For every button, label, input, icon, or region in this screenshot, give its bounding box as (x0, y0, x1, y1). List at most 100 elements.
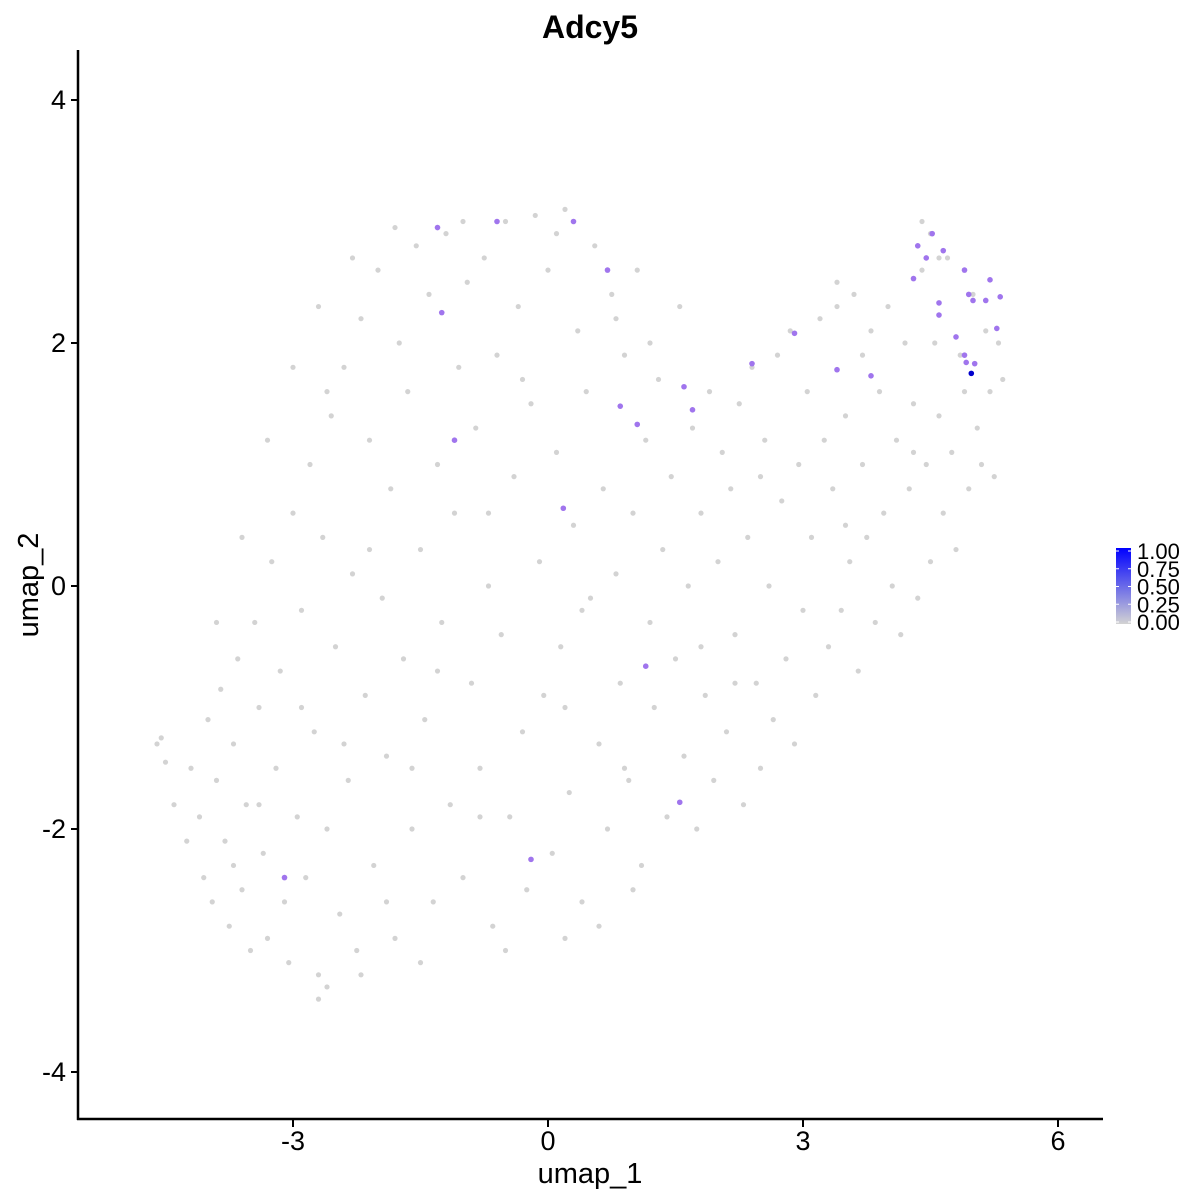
cell-point (230, 862, 237, 869)
cell-point (247, 947, 254, 954)
cell-point (919, 218, 925, 225)
expressing-cell-point (834, 366, 840, 373)
cell-point (349, 571, 356, 577)
cell-point (987, 389, 993, 395)
cell-point (940, 510, 946, 516)
cell-point (524, 887, 530, 893)
cell-point (405, 389, 411, 395)
cell-point (923, 461, 929, 468)
cell-point (311, 729, 317, 735)
expressing-cell-point (868, 373, 874, 379)
cell-point (983, 328, 989, 334)
cell-point (239, 534, 245, 541)
cell-point (609, 291, 615, 297)
cell-point (230, 741, 237, 747)
cell-point (413, 243, 419, 249)
cell-point (290, 510, 296, 516)
cell-point (702, 692, 708, 698)
cell-point (859, 352, 866, 358)
cell-point (396, 340, 402, 346)
cell-point (519, 729, 526, 735)
cell-point (375, 267, 381, 273)
cell-point (549, 850, 555, 856)
x-tick-label: -3 (281, 1126, 305, 1156)
cell-point (915, 595, 921, 601)
cell-point (566, 789, 572, 796)
cell-point (600, 486, 606, 492)
expressing-cell-point (281, 874, 288, 881)
x-axis-ticks: -3 0 3 6 (281, 1120, 1066, 1156)
cell-point (541, 692, 547, 698)
cell-point (388, 486, 394, 492)
cell-point (354, 947, 360, 954)
cell-point (553, 449, 560, 455)
cell-point (507, 814, 513, 820)
x-axis-label: umap_1 (538, 1158, 643, 1190)
cell-point (787, 328, 793, 334)
cell-point (434, 461, 441, 468)
cell-point (630, 887, 636, 893)
cell-point (260, 850, 266, 856)
cell-point (443, 231, 449, 237)
cell-point (222, 838, 228, 844)
cell-point (209, 899, 215, 905)
cell-point (732, 632, 738, 638)
cell-point (655, 376, 662, 383)
cell-point (158, 735, 164, 741)
cell-point (791, 741, 798, 747)
cell-point (371, 862, 377, 869)
cell-point (800, 607, 806, 613)
cell-point (842, 413, 849, 419)
cell-point (974, 425, 980, 431)
cell-point (613, 571, 619, 577)
cell-point (621, 765, 628, 771)
cell-point (626, 777, 632, 784)
expressing-cell-point (940, 247, 947, 254)
expressing-cell-point (987, 277, 993, 283)
cell-point (660, 546, 666, 553)
background-points (154, 206, 1006, 1002)
cell-point (358, 972, 364, 978)
cell-point (201, 875, 207, 881)
cell-point (825, 644, 832, 650)
cell-point (630, 510, 636, 516)
expressing-cell-point (451, 437, 458, 444)
cell-point (345, 777, 351, 784)
expressing-cell-point (689, 407, 696, 413)
y-tick-label: -2 (42, 814, 66, 844)
cell-point (184, 838, 190, 844)
expressing-cell-point (604, 267, 611, 273)
cell-point (596, 741, 602, 747)
expressing-cell-point (936, 300, 942, 306)
cell-point (583, 389, 589, 395)
cell-point (337, 911, 343, 917)
cell-point (519, 376, 526, 383)
cell-point (485, 583, 492, 589)
x-tick-label: 0 (540, 1126, 555, 1156)
cell-point (689, 425, 696, 431)
cell-point (694, 826, 700, 832)
legend-ticks: 1.000.750.500.250.00 (1116, 539, 1180, 635)
cell-point (834, 303, 840, 310)
cell-point (579, 607, 585, 613)
expressing-cell-point (749, 360, 755, 367)
cell-point (532, 212, 538, 219)
x-tick-label: 6 (1050, 1126, 1065, 1156)
y-tick-label: 0 (51, 571, 66, 601)
cell-point (256, 704, 262, 711)
cell-point (417, 546, 424, 553)
cell-point (477, 814, 483, 820)
cell-point (830, 486, 836, 492)
x-tick-label: 3 (795, 1126, 810, 1156)
cell-point (273, 765, 279, 771)
chart-title: Adcy5 (542, 9, 638, 45)
cell-point (621, 352, 628, 358)
expressing-cell-point (936, 312, 942, 318)
cell-point (315, 996, 322, 1002)
cell-point (757, 474, 764, 480)
cell-point (966, 486, 972, 492)
expressing-cell-point (961, 352, 968, 358)
cell-point (711, 777, 717, 784)
cell-point (706, 389, 713, 395)
